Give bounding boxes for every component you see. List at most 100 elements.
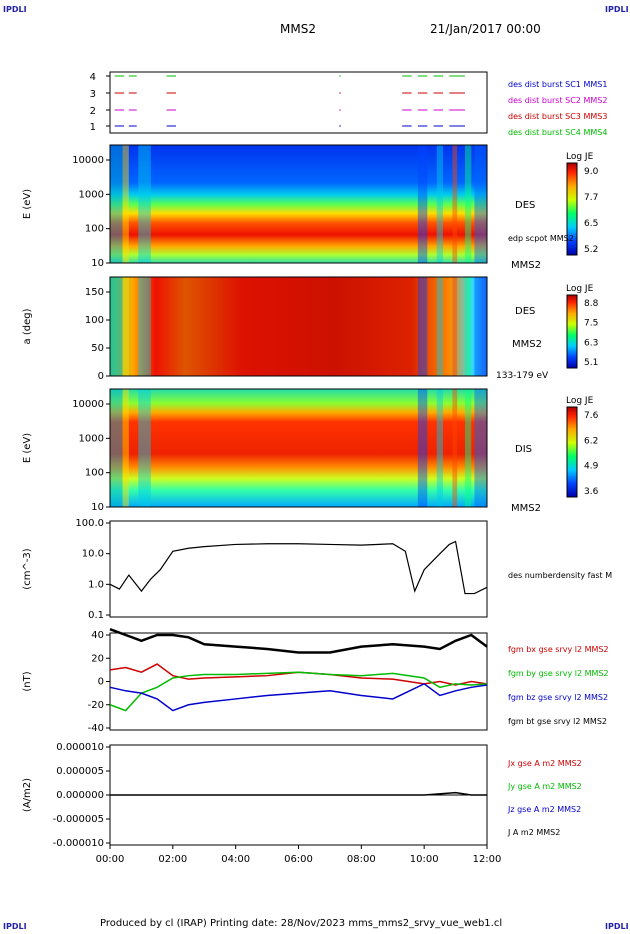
des-pitch-streak xyxy=(122,277,129,376)
magnetic-legend-entry: fgm by gse srvy l2 MMS2 xyxy=(508,669,609,678)
des-energy-streak xyxy=(452,145,458,263)
des-energy-streak xyxy=(417,145,428,263)
des-energy-streak xyxy=(465,145,472,263)
burst-legend-entry: des dist burst SC3 MMS3 xyxy=(508,112,607,121)
dis-energy-ylabel: E (eV) xyxy=(22,433,33,463)
dis-energy-colorbar-tick: 6.2 xyxy=(584,436,598,446)
des-energy-ytick-label: 10 xyxy=(91,258,104,269)
burst-frame xyxy=(109,71,488,134)
des-energy-streak xyxy=(122,145,129,263)
x-tick-label: 12:00 xyxy=(473,854,502,865)
density-ytick-label: 10.0 xyxy=(82,549,104,560)
current-ylabel: (A/m2) xyxy=(22,778,33,812)
des-pitch-frame xyxy=(109,276,488,377)
x-tick-label: 10:00 xyxy=(410,854,439,865)
des-energy-colorbar-tick: 6.5 xyxy=(584,219,598,229)
current-legend-entry: Jx gse A m2 MMS2 xyxy=(507,759,582,768)
current-line xyxy=(110,791,487,796)
burst-ytick-label: 2 xyxy=(90,106,96,117)
corner-label-bottom-right: IPDLI xyxy=(605,922,629,931)
density-ytick-label: 1.0 xyxy=(88,579,104,590)
des-pitch-colorbar-title: Log JE xyxy=(566,284,594,294)
burst-ytick-label: 4 xyxy=(90,72,96,83)
corner-label-top-left: IPDLI xyxy=(3,5,27,14)
des-pitch-colorbar-tick: 8.8 xyxy=(584,299,599,309)
des-energy-image xyxy=(110,145,487,263)
plot-canvas: 4 3 2 1 des dist burst SC1 MMS1 des dist burs… xyxy=(22,71,612,865)
des-pitch-streak xyxy=(110,277,123,376)
current-ytick-label: 0.000005 xyxy=(56,766,104,777)
current-ytick-label: -0.000010 xyxy=(53,838,104,849)
des-pitch-image xyxy=(110,277,487,376)
des-pitch-streak xyxy=(474,277,487,376)
current-legend-entry: Jy gse A m2 MMS2 xyxy=(507,782,582,791)
des-pitch-colorbar-tick: 7.5 xyxy=(584,319,598,329)
magnetic-ytick-label: 20 xyxy=(91,653,104,664)
corner-label-top-right: IPDLI xyxy=(605,5,629,14)
footer-text: Produced by cl (IRAP) Printing date: 28/… xyxy=(100,918,503,929)
spacecraft-title: MMS2 xyxy=(280,22,316,36)
des-energy-side-label: DES xyxy=(515,200,535,211)
des-energy-streak xyxy=(436,145,444,263)
des-pitch-streak xyxy=(436,277,444,376)
des-pitch-ytick-label: 150 xyxy=(85,287,104,298)
dis-energy-streak xyxy=(465,389,472,507)
dis-energy-streak xyxy=(138,389,151,507)
burst-ytick-label: 1 xyxy=(90,122,96,133)
date-title: 21/Jan/2017 00:00 xyxy=(430,22,541,36)
dis-energy-colorbar-tick: 4.9 xyxy=(584,462,599,472)
magnetic-series-line xyxy=(109,628,488,654)
dis-energy-ytick-label: 1000 xyxy=(79,433,104,444)
dis-energy-streak xyxy=(110,389,123,507)
current-ytick-label: 0.000010 xyxy=(56,742,104,753)
des-energy-ytick-label: 100 xyxy=(85,224,104,235)
magnetic-ylabel: (nT) xyxy=(22,671,33,691)
magnetic-series-line xyxy=(109,663,488,686)
des-energy-colorbar-title: Log JE xyxy=(566,152,594,162)
dis-energy-streak xyxy=(474,389,487,507)
des-energy-streak xyxy=(474,145,487,263)
des-energy-ytick-label: 1000 xyxy=(79,189,104,200)
des-pitch-ytick-label: 100 xyxy=(85,315,104,326)
des-energy-streak xyxy=(138,145,151,263)
des-energy-ytick-label: 10000 xyxy=(72,155,104,166)
burst-legend-entry: des dist burst SC4 MMS4 xyxy=(508,128,607,137)
des-pitch-ylabel: a (deg) xyxy=(22,308,33,344)
des-pitch-ytick-label: 0 xyxy=(98,371,104,382)
magnetic-ytick-label: -40 xyxy=(88,723,104,734)
dis-energy-streak xyxy=(436,389,444,507)
dis-energy-streak xyxy=(417,389,428,507)
x-tick-label: 02:00 xyxy=(158,854,187,865)
des-energy-ylabel: E (eV) xyxy=(22,189,33,219)
x-tick-label: 04:00 xyxy=(221,854,250,865)
burst-legend-entry: des dist burst SC1 MMS1 xyxy=(508,80,607,89)
des-energy-colorbar-tick: 9.0 xyxy=(584,167,599,177)
dis-energy-ytick-label: 10 xyxy=(91,502,104,513)
density-legend-entry: des numberdensity fast M xyxy=(508,571,612,580)
dis-energy-colorbar-tick: 7.6 xyxy=(584,411,599,421)
dis-energy-ytick-label: 100 xyxy=(85,468,104,479)
des-pitch-side-label: 133-179 eV xyxy=(496,371,549,381)
dis-energy-colorbar-tick: 3.6 xyxy=(584,487,599,497)
dis-energy-side-label: MMS2 xyxy=(511,503,541,514)
x-tick-label: 08:00 xyxy=(347,854,376,865)
burst-legend-entry: des dist burst SC2 MMS2 xyxy=(508,96,607,105)
dis-energy-image xyxy=(110,389,487,507)
dis-energy-colorbar xyxy=(566,406,578,498)
des-energy-colorbar-tick: 5.2 xyxy=(584,245,598,255)
magnetic-ytick-label: 40 xyxy=(91,630,104,641)
magnetic-legend-entry: fgm bx gse srvy l2 MMS2 xyxy=(508,645,609,654)
magnetic-ytick-label: -20 xyxy=(88,700,104,711)
dis-energy-streak xyxy=(452,389,458,507)
x-tick-label: 06:00 xyxy=(284,854,313,865)
current-legend-entry: Jz gse A m2 MMS2 xyxy=(507,805,581,814)
des-pitch-streak xyxy=(465,277,472,376)
des-pitch-colorbar xyxy=(566,294,578,369)
des-energy-side-label: edp scpot MMS2 xyxy=(508,234,574,243)
burst-ytick-label: 3 xyxy=(90,89,96,100)
des-pitch-colorbar-tick: 5.1 xyxy=(584,358,598,368)
dis-energy-side-label: DIS xyxy=(515,444,532,455)
magnetic-ytick-label: 0 xyxy=(98,677,104,688)
density-frame xyxy=(109,520,488,618)
current-ytick-label: -0.000005 xyxy=(53,814,104,825)
